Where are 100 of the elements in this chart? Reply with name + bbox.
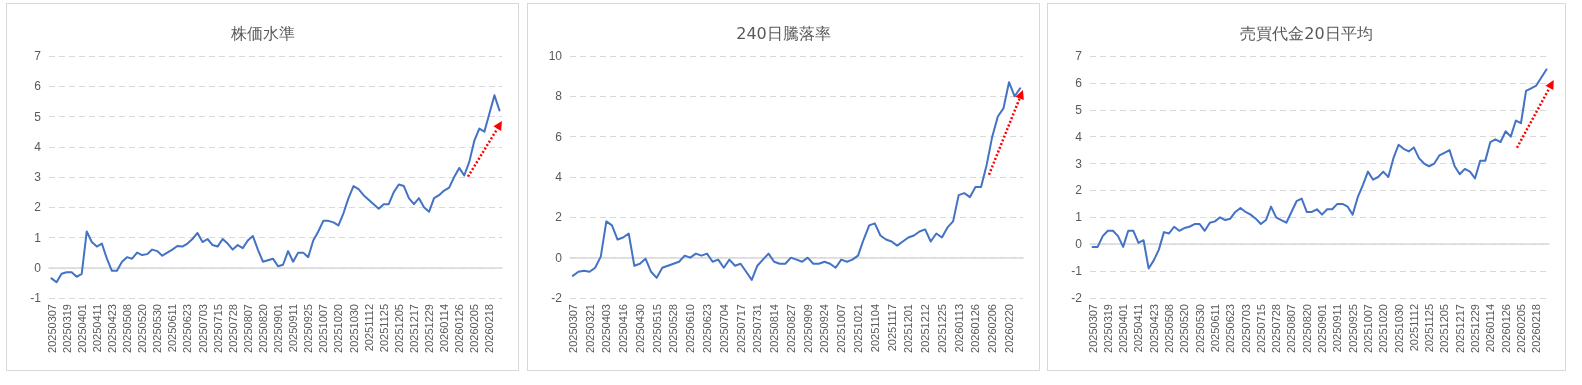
line-series xyxy=(1091,68,1548,270)
x-tick-label: 20250611 xyxy=(1208,304,1221,353)
x-tick-label: 20250924 xyxy=(818,304,831,353)
y-tick-label: -1 xyxy=(1071,264,1083,279)
x-tick-label: 20260205 xyxy=(468,304,481,353)
x-tick-label: 20250820 xyxy=(1300,304,1313,353)
x-tick-label: 20251225 xyxy=(935,304,948,353)
y-tick-label: 1 xyxy=(34,230,42,245)
y-tick-label: -1 xyxy=(30,291,42,305)
x-tick-label: 20250623 xyxy=(181,304,194,353)
x-tick-label: 20251125 xyxy=(1423,304,1436,353)
x-tick-label: 20250411 xyxy=(90,304,103,353)
x-tick-label: 20250911 xyxy=(1331,304,1344,353)
x-tick-label: 20251020 xyxy=(1377,304,1390,353)
x-tick-label: 20251030 xyxy=(1392,304,1405,353)
y-tick-label: 8 xyxy=(555,89,563,104)
x-tick-label: 20250827 xyxy=(784,304,797,353)
x-tick-label: 20250715 xyxy=(1254,304,1267,353)
x-tick-label: 20250901 xyxy=(272,304,285,353)
x-tick-label: 20251112 xyxy=(1407,304,1420,352)
y-tick-label: 4 xyxy=(1075,129,1083,144)
x-tick-label: 20250717 xyxy=(734,304,747,353)
chart-title: 株価水準 xyxy=(229,23,295,43)
x-tick-label: 20250611 xyxy=(166,304,179,353)
y-tick-label: 3 xyxy=(34,170,42,184)
x-tick-label: 20250820 xyxy=(256,304,269,353)
x-tick-label: 20250319 xyxy=(60,304,73,353)
x-tick-label: 20251104 xyxy=(868,304,881,353)
x-tick-label: 20260206 xyxy=(986,304,999,353)
x-tick-label: 20250530 xyxy=(1193,304,1206,353)
x-tick-label: 20250807 xyxy=(1285,304,1298,353)
x-tick-label: 20260114 xyxy=(1484,304,1497,353)
y-tick-label: 3 xyxy=(1075,156,1083,171)
x-tick-label: 20250423 xyxy=(105,304,118,353)
x-tick-label: 20250911 xyxy=(287,304,300,353)
x-tick-label: 20250401 xyxy=(75,304,88,353)
x-tick-label: 20250411 xyxy=(1132,304,1145,353)
x-tick-label: 20251117 xyxy=(885,304,898,352)
y-tick-label: 0 xyxy=(555,250,563,265)
x-tick-label: 20250321 xyxy=(583,304,596,353)
x-tick-label: 20251229 xyxy=(423,304,436,353)
x-tick-label: 20250530 xyxy=(151,304,164,353)
x-tick-label: 20251030 xyxy=(347,304,360,353)
x-tick-label: 20250508 xyxy=(121,304,134,353)
x-tick-label: 20250307 xyxy=(45,304,58,353)
x-tick-label: 20251229 xyxy=(1469,304,1482,353)
y-tick-label: 6 xyxy=(34,79,42,94)
x-tick-label: 20250515 xyxy=(650,304,663,353)
x-tick-label: 20250623 xyxy=(1224,304,1237,353)
x-tick-label: 20250508 xyxy=(1163,304,1176,353)
x-tick-label: 20251217 xyxy=(1453,304,1466,353)
x-tick-label: 20250925 xyxy=(302,304,315,353)
y-tick-label: -2 xyxy=(1071,291,1083,305)
x-tick-label: 20250610 xyxy=(684,304,697,353)
y-tick-label: 7 xyxy=(34,49,42,63)
x-tick-label: 20250430 xyxy=(633,304,646,353)
x-tick-label: 20260205 xyxy=(1514,304,1527,353)
x-tick-label: 20251205 xyxy=(1438,304,1451,353)
x-tick-label: 20250403 xyxy=(600,304,613,353)
x-tick-label: 20251201 xyxy=(902,304,915,353)
x-tick-label: 20260126 xyxy=(969,304,982,353)
x-tick-label: 20260126 xyxy=(1499,304,1512,353)
y-tick-label: 4 xyxy=(555,170,563,184)
x-tick-label: 20250731 xyxy=(751,304,764,353)
x-tick-label: 20260218 xyxy=(483,304,496,353)
x-tick-label: 20250423 xyxy=(1147,304,1160,353)
x-tick-label: 20260114 xyxy=(438,304,451,353)
y-tick-label: 5 xyxy=(34,109,42,124)
x-tick-label: 20250307 xyxy=(566,304,579,353)
x-tick-label: 20250715 xyxy=(211,304,224,353)
x-tick-label: 20251020 xyxy=(332,304,345,353)
x-tick-label: 20250728 xyxy=(1270,304,1283,353)
chart-title: 売買代金20日平均 xyxy=(1240,23,1373,43)
x-tick-label: 20251021 xyxy=(852,304,865,353)
x-tick-label: 20251007 xyxy=(835,304,848,353)
x-tick-label: 20260218 xyxy=(1530,304,1543,353)
chart-title: 240日騰落率 xyxy=(736,23,831,43)
x-tick-label: 20250416 xyxy=(617,304,630,353)
y-tick-label: 2 xyxy=(555,210,563,225)
x-tick-label: 20250520 xyxy=(1178,304,1191,353)
y-tick-label: -2 xyxy=(551,291,563,305)
x-tick-label: 20251007 xyxy=(1361,304,1374,353)
x-tick-label: 20251212 xyxy=(919,304,932,353)
y-tick-label: 0 xyxy=(1075,237,1083,252)
x-tick-label: 20250925 xyxy=(1346,304,1359,353)
line-series xyxy=(50,94,501,284)
x-tick-label: 20250319 xyxy=(1101,304,1114,353)
x-tick-label: 20250704 xyxy=(717,304,730,353)
x-tick-label: 20251007 xyxy=(317,304,330,353)
x-tick-label: 20250703 xyxy=(1239,304,1252,353)
x-tick-label: 20250401 xyxy=(1117,304,1130,353)
x-tick-label: 20251217 xyxy=(407,304,420,353)
y-tick-label: 10 xyxy=(548,49,563,63)
x-tick-label: 20260126 xyxy=(453,304,466,353)
x-tick-label: 20260220 xyxy=(1003,304,1016,353)
x-tick-label: 20250814 xyxy=(768,304,781,353)
y-tick-label: 2 xyxy=(34,200,42,215)
x-tick-label: 20251125 xyxy=(377,304,390,353)
x-tick-label: 20250728 xyxy=(226,304,239,353)
x-tick-label: 20251112 xyxy=(362,304,375,352)
